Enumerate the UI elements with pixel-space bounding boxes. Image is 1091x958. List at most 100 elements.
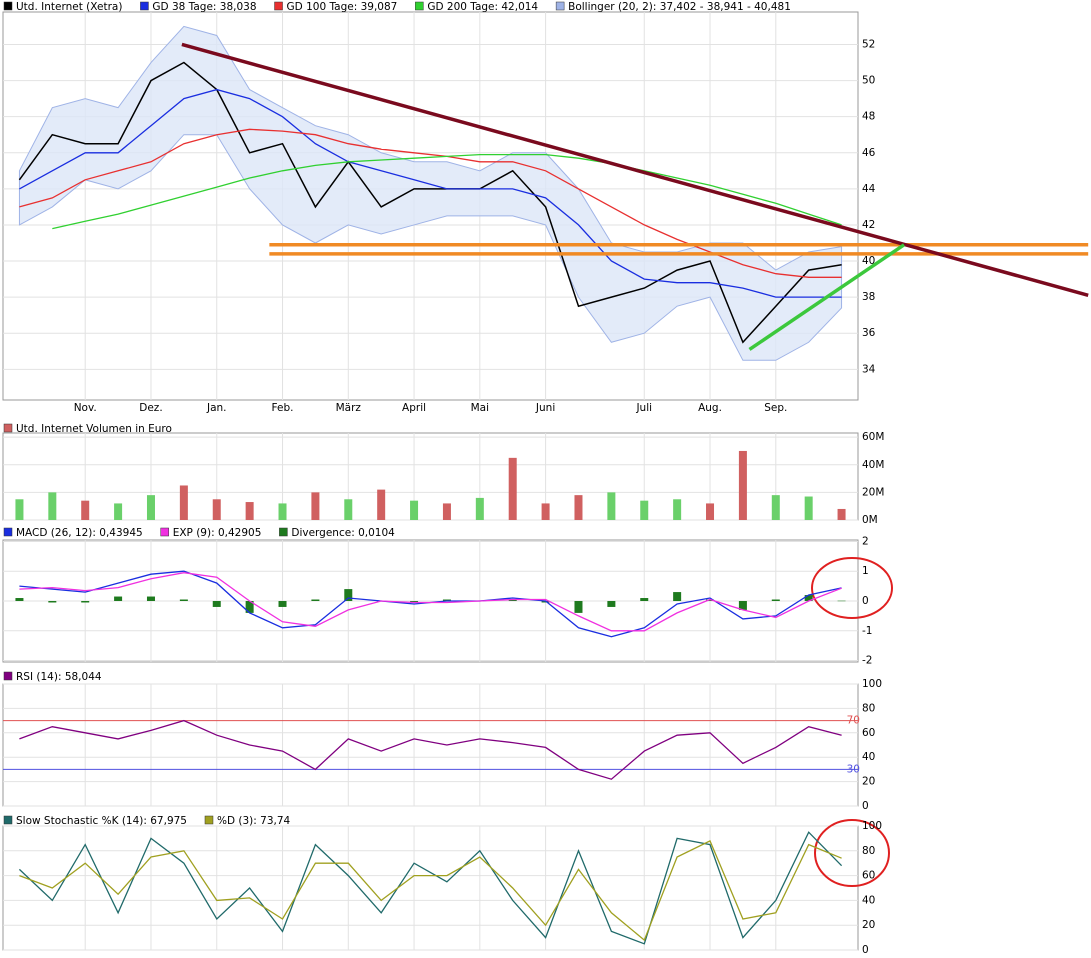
y-tick-label: 38: [862, 291, 875, 303]
bar: [706, 503, 715, 520]
x-tick-label: April: [402, 402, 426, 414]
bar: [442, 599, 451, 601]
bar: [48, 601, 57, 603]
plot-frame: [2, 11, 859, 401]
y-tick-label: 0M: [862, 514, 878, 526]
bar: [640, 500, 649, 520]
legend-swatch: [3, 671, 13, 681]
bar: [673, 592, 682, 601]
bar: [278, 601, 287, 607]
bar: [114, 503, 123, 520]
y-tick-label: -2: [862, 655, 872, 667]
y-tick-label: 60: [862, 870, 875, 882]
legend-label: MACD (26, 12): 0,43945: [16, 527, 143, 539]
legend-label: Utd. Internet (Xetra): [16, 1, 122, 13]
bar: [673, 499, 682, 520]
legend-swatch: [415, 1, 424, 11]
y-tick-label: 0: [862, 595, 869, 607]
y-tick-label: 100: [862, 678, 882, 690]
y-tick-label: 40: [862, 894, 875, 906]
bar: [607, 492, 616, 520]
bar: [344, 589, 353, 601]
legend-label: Slow Stochastic %K (14): 67,975: [16, 815, 187, 827]
bar: [15, 598, 24, 601]
y-tick-label: 42: [862, 219, 875, 231]
bar: [311, 599, 320, 601]
y-tick-label: 48: [862, 111, 875, 123]
bar: [146, 596, 155, 601]
legend-label: RSI (14): 58,044: [16, 671, 102, 683]
y-tick-label: 1: [862, 565, 869, 577]
bar: [574, 601, 583, 613]
legend-swatch: [3, 423, 13, 433]
legend-label: Divergence: 0,0104: [291, 527, 395, 539]
series-line: [18, 61, 842, 344]
y-tick-label: 0: [862, 800, 869, 812]
bar: [771, 495, 780, 520]
bar: [278, 503, 287, 520]
legend-label: EXP (9): 0,42905: [173, 527, 262, 539]
bar: [410, 500, 419, 520]
series-line: [19, 840, 842, 942]
x-tick-label: Aug.: [698, 402, 722, 414]
y-tick-label: 60M: [862, 431, 884, 443]
y-tick-label: 34: [862, 363, 876, 375]
bar: [212, 601, 221, 607]
bar: [311, 492, 320, 520]
plot-frame: [2, 432, 859, 521]
x-tick-label: März: [336, 402, 362, 414]
y-tick-label: 40: [862, 751, 875, 763]
legend-swatch: [3, 1, 13, 11]
legend-label: Bollinger (20, 2): 37,402 - 38,941 - 40,…: [568, 1, 791, 13]
y-tick-label: 44: [862, 183, 876, 195]
bar: [771, 599, 780, 601]
bar: [475, 497, 484, 520]
bar: [245, 601, 254, 613]
bar: [442, 503, 451, 520]
x-tick-label: Feb.: [272, 402, 294, 414]
legend-label: %D (3): 73,74: [217, 815, 291, 827]
bar: [508, 457, 517, 520]
legend-label: GD 200 Tage: 42,014: [427, 1, 538, 13]
bar: [640, 598, 649, 601]
bar: [146, 495, 155, 520]
reference-label: 30: [847, 763, 860, 775]
highlight-circle: [814, 819, 890, 887]
y-tick-label: 40M: [862, 459, 884, 471]
y-tick-label: 100: [862, 820, 882, 832]
y-tick-label: 52: [862, 38, 875, 50]
x-tick-label: Jan.: [206, 402, 227, 414]
legend-swatch: [3, 815, 13, 825]
plot-frame: [2, 683, 859, 807]
y-tick-label: 46: [862, 147, 876, 159]
bar: [179, 599, 188, 601]
y-tick-label: 20: [862, 919, 875, 931]
y-tick-label: 36: [862, 327, 876, 339]
bar: [837, 600, 846, 602]
x-tick-label: Dez.: [139, 402, 162, 414]
reference-label: 70: [847, 715, 860, 727]
series-line: [52, 153, 842, 230]
bar: [344, 499, 353, 520]
legend-swatch: [279, 527, 288, 537]
y-tick-label: 2: [862, 535, 869, 547]
bar: [81, 601, 90, 603]
legend-swatch: [3, 527, 13, 537]
bar: [508, 599, 517, 601]
bar: [245, 502, 254, 520]
series-line: [18, 831, 843, 945]
bar: [377, 489, 386, 520]
legend-swatch: [160, 527, 169, 537]
y-tick-label: 80: [862, 702, 875, 714]
bar: [804, 595, 813, 601]
x-tick-label: Juli: [635, 402, 652, 414]
x-tick-label: Sep.: [764, 402, 787, 414]
legend-swatch: [204, 815, 214, 825]
legend-swatch: [274, 1, 283, 11]
trend-line: [181, 42, 1089, 298]
x-tick-label: Mai: [471, 402, 489, 414]
bar: [410, 601, 419, 603]
series-line: [19, 572, 842, 632]
y-tick-label: 20M: [862, 486, 884, 498]
x-tick-label: Nov.: [74, 402, 97, 414]
